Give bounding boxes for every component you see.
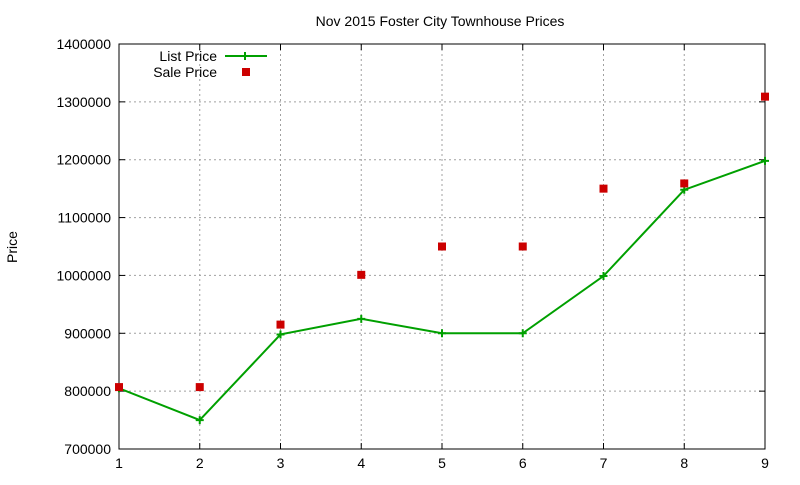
y-tick-label: 1200000 (56, 152, 111, 168)
list-price-point (357, 314, 366, 323)
sale-price-point (276, 320, 285, 329)
sale-price-point (680, 179, 689, 188)
sale-price-point (761, 92, 769, 101)
legend-label-list-price: List Price (159, 48, 217, 64)
sale-price-point (195, 383, 204, 392)
x-tick-label: 8 (680, 455, 688, 471)
x-tick-label: 9 (761, 455, 769, 471)
legend-marker-sale-price (242, 68, 250, 76)
x-tick-label: 2 (196, 455, 204, 471)
sale-price-point (438, 242, 446, 251)
y-tick-label: 1300000 (56, 94, 111, 110)
list-price-point (518, 329, 527, 338)
legend-label-sale-price: Sale Price (153, 64, 217, 80)
x-tick-label: 3 (277, 455, 285, 471)
list-price-point (438, 329, 446, 338)
list-price-point (276, 330, 285, 339)
y-tick-label: 800000 (64, 383, 111, 399)
y-tick-label: 1100000 (58, 210, 112, 226)
y-tick-label: 900000 (64, 325, 111, 341)
y-tick-label: 1400000 (56, 36, 111, 52)
x-tick-label: 1 (115, 455, 123, 471)
x-tick-label: 4 (357, 455, 365, 471)
x-tick-label: 7 (600, 455, 608, 471)
sale-price-point (357, 270, 366, 279)
sale-price-point (518, 242, 527, 251)
list-price-point (195, 416, 204, 425)
y-axis-label: Price (4, 231, 20, 263)
x-tick-label: 6 (519, 455, 527, 471)
list-price-point (599, 272, 608, 281)
axis-ticks: 1 2 3 4 5 6 7 8 9 700000 800000 900000 1000000 110000… (56, 36, 769, 471)
legend: List Price Sale Price (153, 48, 267, 80)
series-layer (115, 92, 769, 425)
legend-marker-list-price (241, 52, 249, 60)
sale-price-point (599, 184, 608, 193)
list-price-point (761, 156, 769, 165)
chart-title: Nov 2015 Foster City Townhouse Prices (316, 13, 565, 29)
y-tick-label: 700000 (64, 441, 111, 457)
x-tick-label: 5 (438, 455, 446, 471)
sale-price-point (115, 383, 123, 392)
y-tick-label: 1000000 (56, 267, 111, 283)
